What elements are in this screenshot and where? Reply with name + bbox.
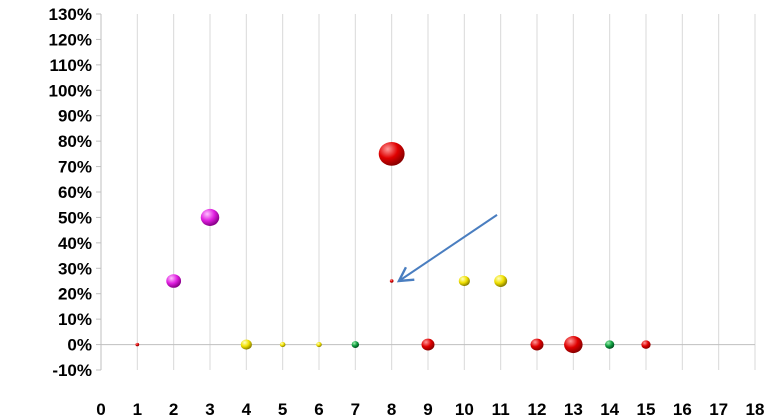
x-tick-label: 9 [423,400,432,418]
y-tick-label: 120% [49,30,92,49]
tick-labels: -10%0%10%20%30%40%50%60%70%80%90%100%110… [49,5,765,418]
annotations [396,214,498,283]
bubble-point [458,275,470,287]
grid-lines [100,14,756,370]
bubble-point [378,141,405,166]
axes [96,13,755,371]
y-tick-label: 60% [58,183,92,202]
y-tick-label: 40% [58,234,92,253]
x-tick-label: 17 [709,400,728,418]
bubble-point [605,340,615,349]
data-points [135,141,651,354]
y-tick-label: 10% [58,310,92,329]
x-tick-label: 1 [133,400,142,418]
bubble-point [351,341,360,348]
bubble-point [240,339,252,350]
y-tick-label: -10% [52,361,92,380]
x-tick-label: 5 [278,400,287,418]
y-tick-label: 70% [58,158,92,177]
y-tick-label: 130% [49,5,92,24]
y-tick-label: 110% [49,56,92,75]
bubble-point [389,279,394,283]
bubble-point [564,336,583,354]
bubble-point [166,274,182,288]
bubble-point [200,208,220,226]
x-tick-label: 12 [528,400,547,418]
y-tick-label: 0% [67,336,92,355]
x-tick-label: 0 [96,400,105,418]
y-tick-label: 50% [58,208,92,227]
x-tick-label: 2 [169,400,178,418]
bubble-point [641,340,651,349]
x-tick-label: 15 [637,400,656,418]
x-tick-label: 14 [600,400,619,418]
x-tick-label: 6 [314,400,323,418]
y-tick-label: 20% [58,285,92,304]
x-tick-label: 7 [351,400,360,418]
bubble-point [421,338,435,351]
x-tick-label: 10 [455,400,474,418]
y-tick-label: 30% [58,259,92,278]
y-tick-label: 90% [58,107,92,126]
x-tick-label: 8 [387,400,396,418]
bubble-point [279,342,286,348]
y-tick-label: 80% [58,132,92,151]
x-tick-label: 3 [205,400,214,418]
bubble-point [530,338,544,351]
y-tick-label: 100% [49,81,92,100]
bubble-point [316,342,322,348]
bubble-point [135,342,140,347]
bubble-point [494,275,508,287]
annotation-arrow [396,214,498,283]
x-tick-label: 4 [242,400,252,418]
x-tick-label: 18 [746,400,765,418]
x-tick-label: 16 [673,400,692,418]
x-tick-label: 13 [564,400,583,418]
x-tick-label: 11 [492,400,510,418]
